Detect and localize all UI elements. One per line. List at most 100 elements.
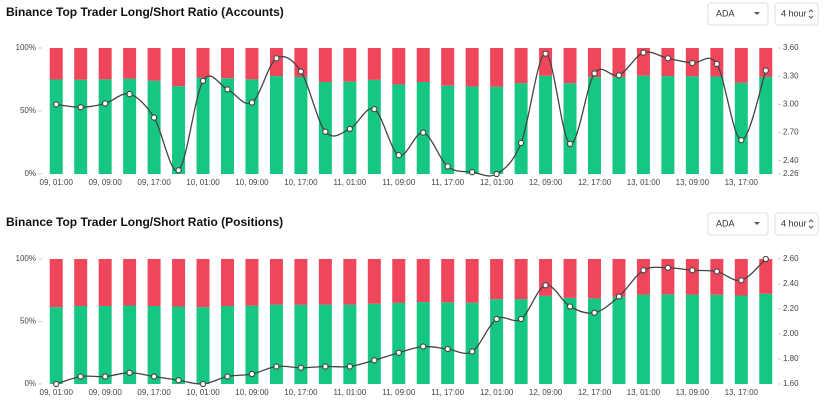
bar-segment <box>172 48 186 87</box>
bar-segment <box>221 259 234 306</box>
bar-segment <box>661 48 675 77</box>
bar-segment <box>685 294 699 384</box>
bar-segment <box>294 76 308 174</box>
bar-segment <box>636 259 650 295</box>
bar-segment <box>539 295 553 384</box>
bar-segment <box>343 304 357 384</box>
bar-segment <box>147 80 161 174</box>
bar-segment <box>441 302 455 384</box>
x-tick-label: 12, 17:00 <box>578 178 612 187</box>
chart: Binance Top Trader Long/Short Ratio (Pos… <box>6 212 819 397</box>
ratio-point <box>615 72 623 79</box>
symbol-select[interactable]: ADA <box>707 2 769 26</box>
y2-tick-label: 2.20 <box>783 304 799 313</box>
bar-segment <box>539 259 553 296</box>
bar-segment <box>74 306 88 384</box>
x-tick-label: 13, 01:00 <box>627 388 661 397</box>
y-tick-label: 0% <box>24 379 36 388</box>
bar-segment <box>245 259 259 306</box>
ratio-point <box>297 68 305 75</box>
bar-segment <box>441 85 455 174</box>
interval-select[interactable]: 4 hour <box>774 212 819 236</box>
bar-segment <box>98 48 112 80</box>
y2-tick-label: 2.00 <box>783 329 799 338</box>
bar-segment <box>563 83 577 174</box>
bar-segment <box>392 48 406 85</box>
bar-segment <box>269 48 283 77</box>
y-tick-label: 100% <box>16 43 36 52</box>
bar-segment <box>490 48 504 87</box>
bar-segment <box>759 76 773 174</box>
x-tick-label: 10, 17:00 <box>284 178 318 187</box>
bar-segment <box>588 77 601 174</box>
select-box <box>707 2 769 26</box>
ratio-point <box>346 125 353 133</box>
bar-segment <box>123 48 137 79</box>
ratio-point <box>689 59 696 67</box>
bar-segment <box>196 307 210 384</box>
ratio-point <box>273 363 280 370</box>
x-tick-label: 09, 01:00 <box>40 178 74 187</box>
bar-segment <box>245 79 259 174</box>
ratio-point <box>469 348 476 355</box>
symbol-select[interactable]: ADA <box>707 212 769 236</box>
bar-segment <box>392 302 406 384</box>
bar-segment <box>661 76 675 174</box>
bar-segment <box>710 259 724 295</box>
bar-segment <box>318 259 332 305</box>
ratio-point <box>591 309 598 316</box>
ratio-point <box>150 373 158 380</box>
ratio-point <box>395 152 402 159</box>
ratio-point <box>395 349 402 356</box>
bar-segment <box>734 82 748 174</box>
x-tick-label: 13, 17:00 <box>725 178 759 187</box>
bar-segment <box>612 259 626 297</box>
bar-segment <box>147 306 161 384</box>
x-tick-label: 13, 01:00 <box>627 178 661 187</box>
ratio-point <box>175 377 182 384</box>
ratio-point <box>542 282 549 289</box>
ratio-point <box>175 167 182 174</box>
y2-tick-label: 2.70 <box>783 128 799 137</box>
ratio-point <box>150 114 158 121</box>
ratio-point <box>493 315 500 323</box>
ratio-line <box>56 258 767 385</box>
bar-segment <box>245 48 259 80</box>
bar-segment <box>759 48 773 77</box>
bar-segment <box>318 48 332 83</box>
bar-segment <box>74 48 88 80</box>
select-box <box>707 212 769 236</box>
x-tick-label: 10, 17:00 <box>284 388 318 397</box>
ratio-point <box>102 100 109 107</box>
bar-segment <box>147 259 161 306</box>
bar-segment <box>539 48 553 76</box>
y-tick-label: 100% <box>16 254 36 263</box>
bar-segment <box>588 298 601 384</box>
bar-segment <box>269 304 283 384</box>
y-tick-label: 0% <box>24 169 36 178</box>
bar-segment <box>245 305 259 384</box>
ratio-point <box>77 104 84 111</box>
bar-segment <box>661 294 675 384</box>
ratio-point <box>566 303 574 310</box>
bar-segment <box>367 303 381 384</box>
bar-segment <box>563 48 577 84</box>
bar-segment <box>49 307 63 384</box>
bar-segment <box>563 297 577 384</box>
bar-segment <box>221 306 234 384</box>
interval-select[interactable]: 4 hour <box>774 2 819 26</box>
bar-segment <box>294 304 308 384</box>
ratio-point <box>126 90 133 98</box>
ratio-point <box>713 60 720 68</box>
bar-segment <box>588 259 601 299</box>
ratio-point <box>102 373 109 380</box>
select-caret <box>808 219 814 229</box>
bar-segment <box>367 48 381 80</box>
select-text: 4 hour <box>781 218 807 228</box>
bar-segment <box>74 259 88 306</box>
ratio-point <box>224 86 231 93</box>
ratio-point <box>199 77 207 85</box>
bar-segment <box>49 48 63 80</box>
bar-segment <box>416 82 430 174</box>
x-tick-label: 12, 01:00 <box>480 388 514 397</box>
